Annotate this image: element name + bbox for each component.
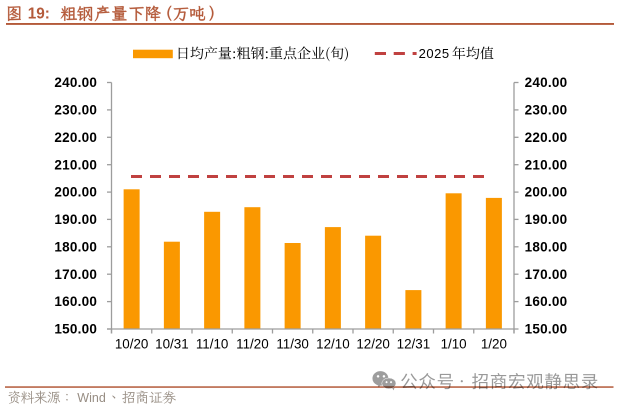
svg-text:150.00: 150.00 (525, 322, 568, 337)
svg-text:Wind: Wind (77, 391, 106, 405)
svg-text:180.00: 180.00 (525, 239, 568, 254)
svg-text:160.00: 160.00 (54, 294, 97, 309)
svg-text:200.00: 200.00 (54, 185, 97, 200)
svg-text:220.00: 220.00 (525, 130, 568, 145)
svg-text:19:: 19: (28, 6, 50, 23)
svg-text:230.00: 230.00 (525, 103, 568, 118)
svg-text:12/10: 12/10 (316, 337, 350, 352)
svg-text:1/20: 1/20 (481, 337, 507, 352)
svg-text:210.00: 210.00 (54, 157, 97, 172)
svg-text:1/10: 1/10 (441, 337, 467, 352)
svg-text:220.00: 220.00 (54, 130, 97, 145)
svg-text:240.00: 240.00 (54, 75, 97, 90)
svg-text:230.00: 230.00 (54, 103, 97, 118)
svg-text:10/20: 10/20 (115, 337, 149, 352)
svg-text:170.00: 170.00 (525, 267, 568, 282)
svg-text:240.00: 240.00 (525, 75, 568, 90)
svg-text:180.00: 180.00 (54, 239, 97, 254)
svg-text:12/20: 12/20 (356, 337, 390, 352)
svg-text:150.00: 150.00 (54, 322, 97, 337)
svg-text:11/20: 11/20 (236, 337, 269, 352)
svg-text:190.00: 190.00 (525, 212, 568, 227)
svg-text:10/31: 10/31 (155, 337, 189, 352)
svg-text:11/30: 11/30 (276, 337, 309, 352)
svg-text:170.00: 170.00 (54, 267, 97, 282)
svg-text:190.00: 190.00 (54, 212, 97, 227)
svg-text:200.00: 200.00 (525, 185, 568, 200)
svg-text:12/31: 12/31 (397, 337, 431, 352)
svg-text:210.00: 210.00 (525, 157, 568, 172)
svg-text:11/10: 11/10 (196, 337, 229, 352)
svg-text:160.00: 160.00 (525, 294, 568, 309)
svg-text:2025: 2025 (419, 46, 450, 61)
